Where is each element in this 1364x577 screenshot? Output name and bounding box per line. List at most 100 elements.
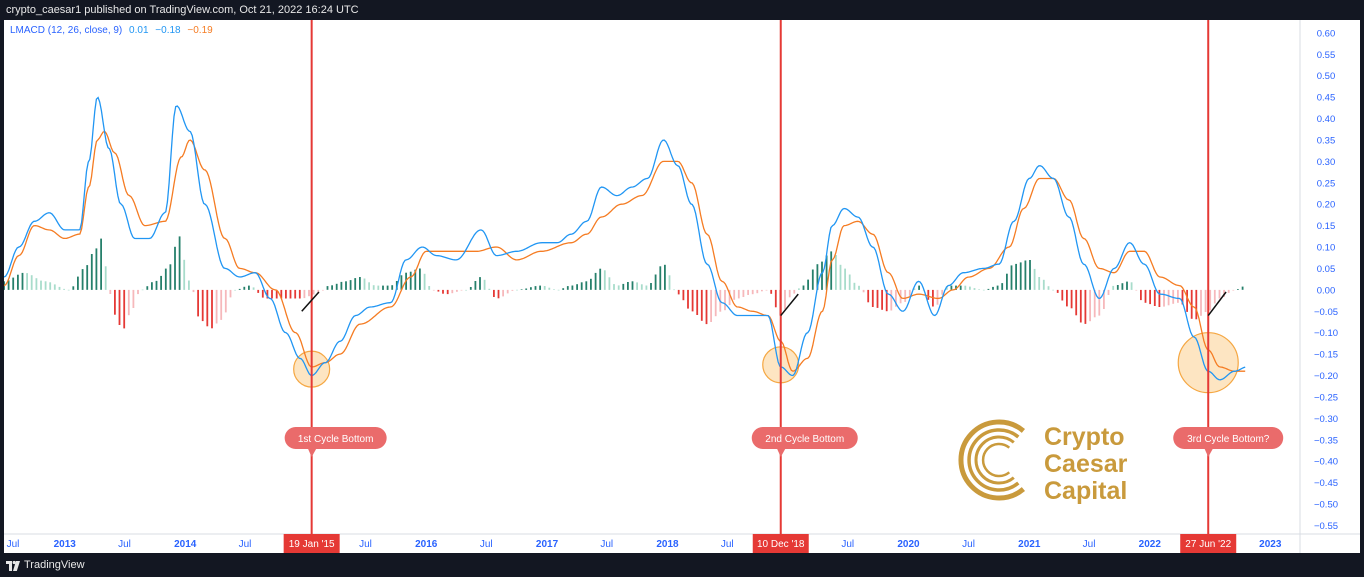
lmacd-chart[interactable]: 1st Cycle Bottom 2nd Cycle Bottom 3rd Cycl… [4,20,1360,553]
histogram-bar [622,283,625,290]
histogram-bar [1066,289,1068,307]
histogram-bar [432,289,435,291]
histogram-bar [363,278,366,290]
histogram-bar [1015,263,1017,290]
histogram-bar [1089,289,1091,322]
histogram-bar [192,289,195,293]
histogram-bar [802,285,805,290]
histogram-bar [322,289,324,291]
histogram-bar [506,289,509,294]
histogram-bar [959,285,962,290]
histogram-bar [904,289,907,302]
histogram-bar [146,286,149,290]
histogram-bar [127,289,130,316]
histogram-bar [1158,289,1161,307]
histogram-bar [613,284,615,290]
histogram-bar [86,265,89,290]
x-tick-label: Jul [359,539,372,550]
histogram-bar [1029,260,1031,290]
histogram-bar [1181,289,1184,305]
histogram-bar [1033,268,1036,290]
histogram-bar [1237,289,1239,290]
x-tick-label: 2018 [656,539,679,550]
x-tick-label: Jul [7,539,20,550]
histogram-bar [460,289,463,291]
date-badge-label: 10 Dec '18 [757,539,805,550]
histogram-bar [585,281,588,290]
histogram-bar [821,261,823,290]
histogram-bar [1084,289,1087,324]
histogram-bar [211,289,213,329]
histogram-bar [109,289,112,294]
histogram-bar [423,273,426,290]
histogram-bar [1075,289,1078,316]
histogram-bar [1001,283,1004,290]
histogram-bar [359,277,361,290]
y-tick-label: 0.45 [1317,93,1336,104]
histogram-bar [548,287,551,290]
histogram-bar [456,289,458,292]
date-badge-bg [1180,534,1237,553]
histogram-bar [511,289,514,291]
histogram-bar [26,273,28,290]
x-tick-label: Jul [480,539,493,550]
histogram-bar [1241,286,1244,290]
y-tick-label: −0.35 [1314,435,1338,446]
x-tick-label: 2020 [897,539,920,550]
histogram-bar [945,286,948,290]
histogram-bar [590,278,592,290]
histogram-bar [811,269,814,290]
legend-indicator-name[interactable]: LMACD (12, 26, close, 9) [10,25,123,36]
histogram-bar [335,283,338,290]
histogram-bar [710,289,712,322]
histogram-bar [936,289,939,305]
histogram-bar [742,289,745,297]
histogram-bar [30,275,33,290]
histogram-bar [1200,289,1202,316]
x-tick-label: Jul [841,539,854,550]
histogram-bar [67,289,70,291]
date-badge-bg [283,534,340,553]
histogram-bar [141,289,144,291]
y-tick-label: 0.15 [1317,221,1336,232]
histogram-bar [178,236,181,290]
histogram-bar [1135,289,1138,291]
y-tick-label: 0.30 [1317,157,1336,168]
histogram-bar [465,289,467,291]
histogram-bar [867,289,870,303]
histogram-bar [1112,285,1115,290]
histogram-bar [677,289,680,295]
x-tick-label: 2017 [536,539,559,550]
histogram-bar [451,289,454,294]
histogram-bar [493,289,495,297]
histogram-bar [414,269,417,290]
histogram-bar [294,289,297,299]
histogram-bar [354,278,357,290]
histogram-bar [1204,289,1207,312]
histogram-bar [1038,277,1041,290]
callout-pointer [776,448,786,457]
chart-panel[interactable]: 1st Cycle Bottom 2nd Cycle Bottom 3rd Cycl… [4,20,1360,553]
histogram-bar [913,288,916,290]
histogram-bar [562,288,565,290]
date-badge-bg [752,534,809,553]
histogram-bar [275,289,278,299]
x-tick-label: 2014 [174,539,197,550]
date-badge-label: 27 Jun '22 [1185,539,1231,550]
callout-bubble [284,427,387,449]
histogram-bar [151,282,153,290]
histogram-bar [183,259,186,290]
histogram-bar [308,289,310,297]
histogram-bar [664,264,666,290]
histogram-bar [908,289,911,296]
histogram-bar [90,254,93,290]
histogram-bar [488,288,491,290]
legend-signal-value: −0.18 [155,25,181,36]
histogram-bar [234,289,236,291]
histogram-bar [331,285,333,290]
histogram-bar [853,282,856,290]
callout-bubble [1173,427,1284,449]
histogram-bar [955,285,957,290]
histogram-bar [391,285,394,290]
histogram-bar [446,289,449,295]
